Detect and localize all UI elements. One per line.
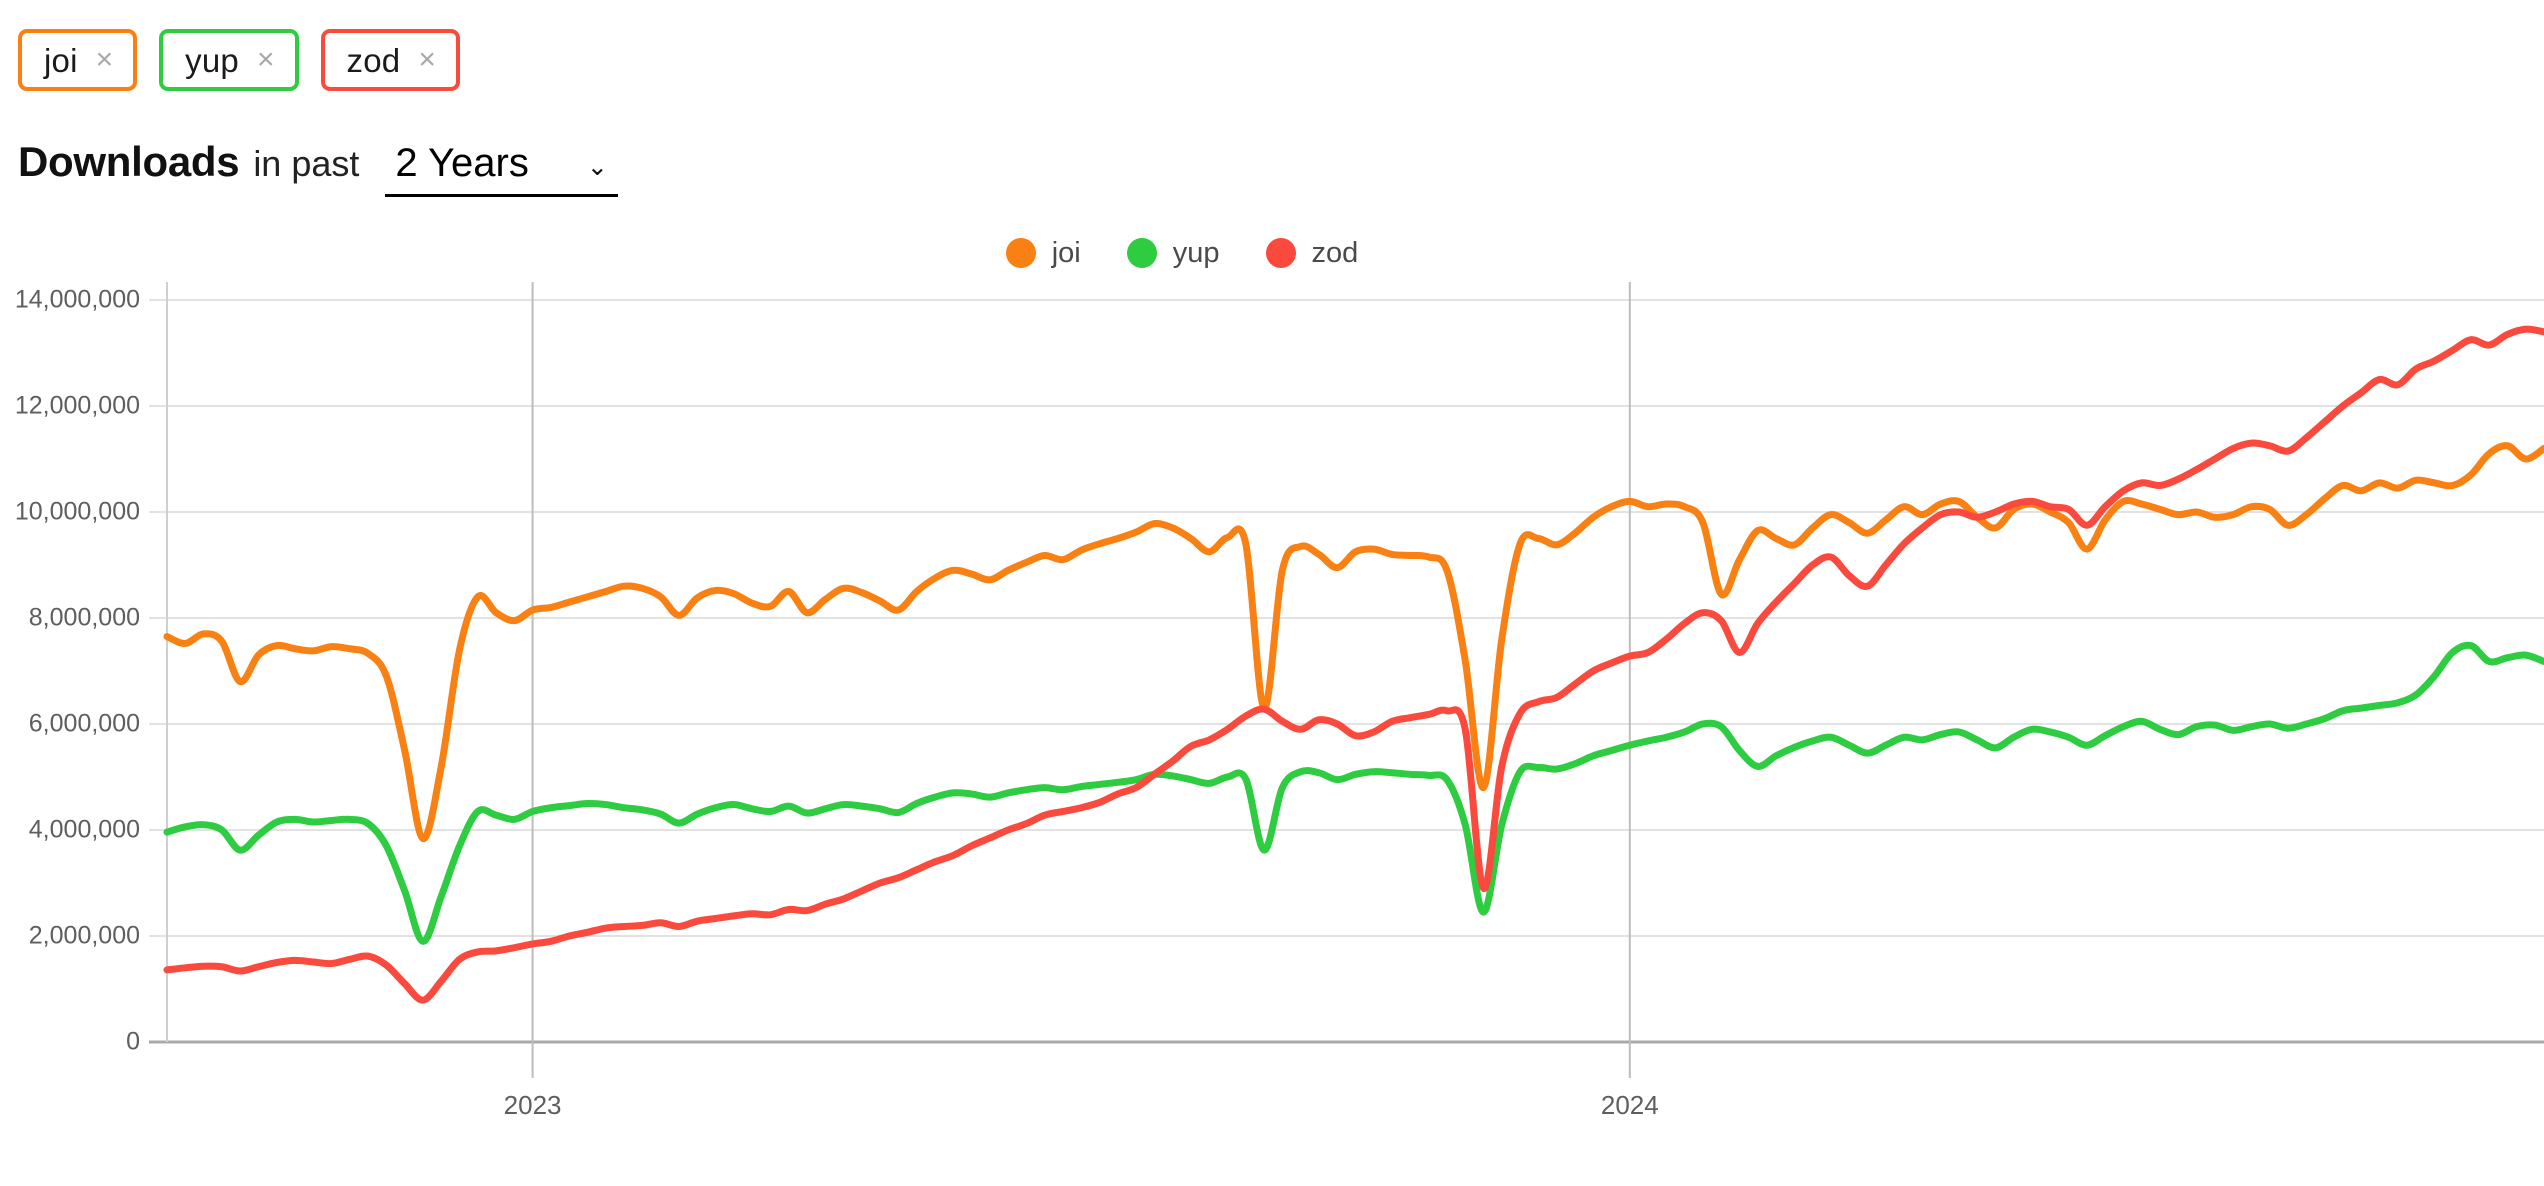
y-axis-tick-label: 12,000,000 [14, 391, 140, 420]
chart-legend: joi yup zod [0, 224, 2544, 282]
close-icon[interactable]: × [418, 43, 436, 76]
package-chip-label: joi [44, 41, 78, 79]
legend-color-swatch [1265, 238, 1296, 268]
headline-suffix: in past [253, 143, 360, 184]
close-icon[interactable]: × [95, 43, 114, 76]
package-chip-joi[interactable]: joi × [18, 29, 138, 91]
chart-series-group [163, 325, 2544, 1004]
legend-color-swatch [1005, 238, 1036, 268]
y-axis-tick-label: 6,000,000 [28, 709, 140, 738]
y-axis-tick-label: 0 [126, 1027, 140, 1056]
legend-color-swatch [1126, 238, 1157, 268]
close-icon[interactable]: × [256, 43, 275, 76]
chart-gridlines [149, 299, 2544, 1044]
package-chip-zod[interactable]: zod × [320, 29, 460, 91]
y-axis-tick-label: 2,000,000 [28, 921, 140, 950]
y-axis-tick-label: 10,000,000 [14, 497, 140, 526]
chevron-down-icon: ⌄ [586, 153, 608, 181]
package-chip-list: joi × yup × zod × [0, 0, 2544, 104]
page-title: Downloads [18, 138, 240, 185]
chart-canvas [149, 282, 2544, 1078]
time-range-value: 2 Years [395, 141, 529, 185]
legend-item-zod[interactable]: zod [1265, 236, 1359, 270]
package-chip-yup[interactable]: yup × [159, 29, 299, 91]
chart-line-yup [163, 641, 2544, 945]
legend-item-joi[interactable]: joi [1005, 236, 1081, 270]
downloads-headline: Downloads in past 2 Years ⌄ [0, 138, 2544, 214]
legend-label: zod [1311, 236, 1359, 269]
chart-line-zod [163, 325, 2544, 1004]
chart-line-joi [163, 442, 2544, 842]
y-axis-tick-label: 4,000,000 [28, 815, 140, 844]
time-range-select[interactable]: 2 Years ⌄ [385, 141, 618, 197]
downloads-line-chart[interactable]: 0 2,000,000 4,000,000 6,000,000 8,000,000 10,… [0, 282, 2544, 1142]
package-chip-label: zod [346, 41, 401, 79]
legend-item-yup[interactable]: yup [1126, 236, 1220, 270]
legend-label: yup [1172, 236, 1220, 269]
package-chip-label: yup [185, 41, 239, 79]
y-axis-tick-label: 8,000,000 [28, 603, 140, 632]
x-axis-tick-label: 2024 [1600, 1090, 1659, 1120]
legend-label: joi [1051, 236, 1081, 269]
y-axis-tick-label: 14,000,000 [14, 285, 140, 314]
x-axis-tick-label: 2023 [503, 1090, 562, 1120]
